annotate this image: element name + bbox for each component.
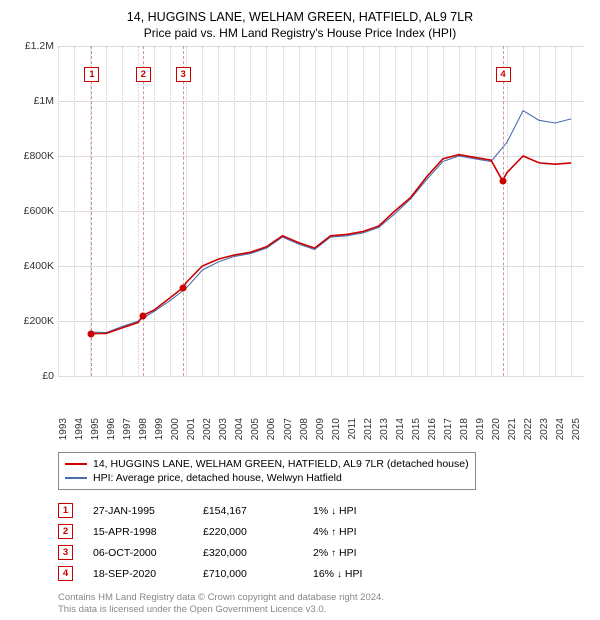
event-index-box: 3	[58, 545, 73, 560]
x-tick-label: 1995	[90, 418, 101, 440]
gridline-h	[58, 376, 584, 377]
x-tick-label: 1994	[74, 418, 85, 440]
event-date: 15-APR-1998	[93, 526, 183, 538]
event-row: 4 18-SEP-2020 £710,000 16% ↓ HPI	[58, 563, 584, 584]
y-tick-label: £200K	[24, 315, 54, 327]
y-tick-label: £800K	[24, 150, 54, 162]
x-tick-label: 2000	[170, 418, 181, 440]
marker-vline	[143, 46, 144, 376]
marker-box: 1	[84, 67, 99, 82]
marker-vline	[91, 46, 92, 376]
legend-swatch	[65, 463, 87, 465]
marker-dot	[88, 330, 95, 337]
x-tick-label: 2019	[475, 418, 486, 440]
marker-dot	[179, 285, 186, 292]
event-row: 2 15-APR-1998 £220,000 4% ↑ HPI	[58, 521, 584, 542]
x-tick-label: 2010	[331, 418, 342, 440]
event-price: £154,167	[203, 505, 293, 517]
events-table: 1 27-JAN-1995 £154,167 1% ↓ HPI 2 15-APR-1998…	[58, 500, 584, 584]
event-diff: 2% ↑ HPI	[313, 547, 383, 559]
marker-dot	[139, 312, 146, 319]
event-date: 27-JAN-1995	[93, 505, 183, 517]
title-block: 14, HUGGINS LANE, WELHAM GREEN, HATFIELD…	[16, 10, 584, 40]
y-tick-label: £600K	[24, 205, 54, 217]
event-price: £710,000	[203, 568, 293, 580]
x-tick-label: 2025	[571, 418, 582, 440]
footer: Contains HM Land Registry data © Crown c…	[58, 592, 584, 617]
arrow-up-icon: ↑	[331, 527, 336, 538]
event-date: 18-SEP-2020	[93, 568, 183, 580]
x-tick-label: 2015	[411, 418, 422, 440]
marker-box: 2	[136, 67, 151, 82]
y-axis: £0£200K£400K£600K£800K£1M£1.2M	[16, 46, 58, 376]
event-row: 1 27-JAN-1995 £154,167 1% ↓ HPI	[58, 500, 584, 521]
legend-item: HPI: Average price, detached house, Welw…	[65, 471, 469, 485]
x-tick-label: 2009	[315, 418, 326, 440]
chart-title: 14, HUGGINS LANE, WELHAM GREEN, HATFIELD…	[16, 10, 584, 24]
marker-box: 4	[496, 67, 511, 82]
x-tick-label: 2022	[523, 418, 534, 440]
marker-box: 3	[176, 67, 191, 82]
event-row: 3 06-OCT-2000 £320,000 2% ↑ HPI	[58, 542, 584, 563]
marker-vline	[503, 46, 504, 376]
marker-vline	[183, 46, 184, 376]
event-index-box: 4	[58, 566, 73, 581]
x-tick-label: 2008	[299, 418, 310, 440]
footer-line: Contains HM Land Registry data © Crown c…	[58, 592, 584, 604]
marker-dot	[499, 177, 506, 184]
chart-subtitle: Price paid vs. HM Land Registry's House …	[16, 26, 584, 40]
event-date: 06-OCT-2000	[93, 547, 183, 559]
x-tick-label: 2017	[443, 418, 454, 440]
arrow-down-icon: ↓	[331, 506, 336, 517]
event-price: £320,000	[203, 547, 293, 559]
line-svg	[58, 46, 584, 376]
chart-container: 14, HUGGINS LANE, WELHAM GREEN, HATFIELD…	[0, 0, 600, 620]
x-tick-label: 2001	[186, 418, 197, 440]
x-tick-label: 2012	[363, 418, 374, 440]
x-tick-label: 2020	[491, 418, 502, 440]
arrow-down-icon: ↓	[337, 569, 342, 580]
x-tick-label: 2007	[283, 418, 294, 440]
legend-label: 14, HUGGINS LANE, WELHAM GREEN, HATFIELD…	[93, 458, 469, 470]
y-tick-label: £400K	[24, 260, 54, 272]
x-tick-label: 2006	[266, 418, 277, 440]
event-diff: 4% ↑ HPI	[313, 526, 383, 538]
x-tick-label: 2016	[427, 418, 438, 440]
x-tick-label: 2023	[539, 418, 550, 440]
legend: 14, HUGGINS LANE, WELHAM GREEN, HATFIELD…	[58, 452, 476, 490]
plot-area: 1 2 3 4	[58, 46, 584, 376]
y-tick-label: £1.2M	[25, 40, 54, 52]
series-line	[91, 111, 571, 333]
chart-area: £0£200K£400K£600K£800K£1M£1.2M 1234	[16, 46, 584, 416]
x-tick-label: 1997	[122, 418, 133, 440]
x-tick-label: 1993	[58, 418, 69, 440]
event-index-box: 1	[58, 503, 73, 518]
y-tick-label: £0	[42, 370, 54, 382]
x-tick-label: 2003	[218, 418, 229, 440]
x-tick-label: 2018	[459, 418, 470, 440]
footer-line: This data is licensed under the Open Gov…	[58, 604, 584, 616]
x-tick-label: 2011	[347, 418, 358, 440]
x-tick-label: 2013	[379, 418, 390, 440]
event-index-box: 2	[58, 524, 73, 539]
event-diff: 1% ↓ HPI	[313, 505, 383, 517]
x-tick-label: 2014	[395, 418, 406, 440]
x-tick-label: 2021	[507, 418, 518, 440]
plot-wrap: 1 2 3 4	[58, 46, 584, 376]
x-axis: 1993 1994 1995 1996 1997 1998 1999 2000 2001 2002…	[58, 416, 584, 448]
legend-label: HPI: Average price, detached house, Welw…	[93, 472, 342, 484]
x-tick-label: 2004	[234, 418, 245, 440]
legend-swatch	[65, 477, 87, 478]
x-tick-label: 2002	[202, 418, 213, 440]
x-tick-label: 1999	[154, 418, 165, 440]
x-tick-label: 1996	[106, 418, 117, 440]
x-tick-label: 1998	[138, 418, 149, 440]
y-tick-label: £1M	[34, 95, 54, 107]
event-diff: 16% ↓ HPI	[313, 568, 383, 580]
event-price: £220,000	[203, 526, 293, 538]
legend-item: 14, HUGGINS LANE, WELHAM GREEN, HATFIELD…	[65, 457, 469, 471]
x-tick-label: 2024	[555, 418, 566, 440]
x-tick-label: 2005	[250, 418, 261, 440]
arrow-up-icon: ↑	[331, 548, 336, 559]
